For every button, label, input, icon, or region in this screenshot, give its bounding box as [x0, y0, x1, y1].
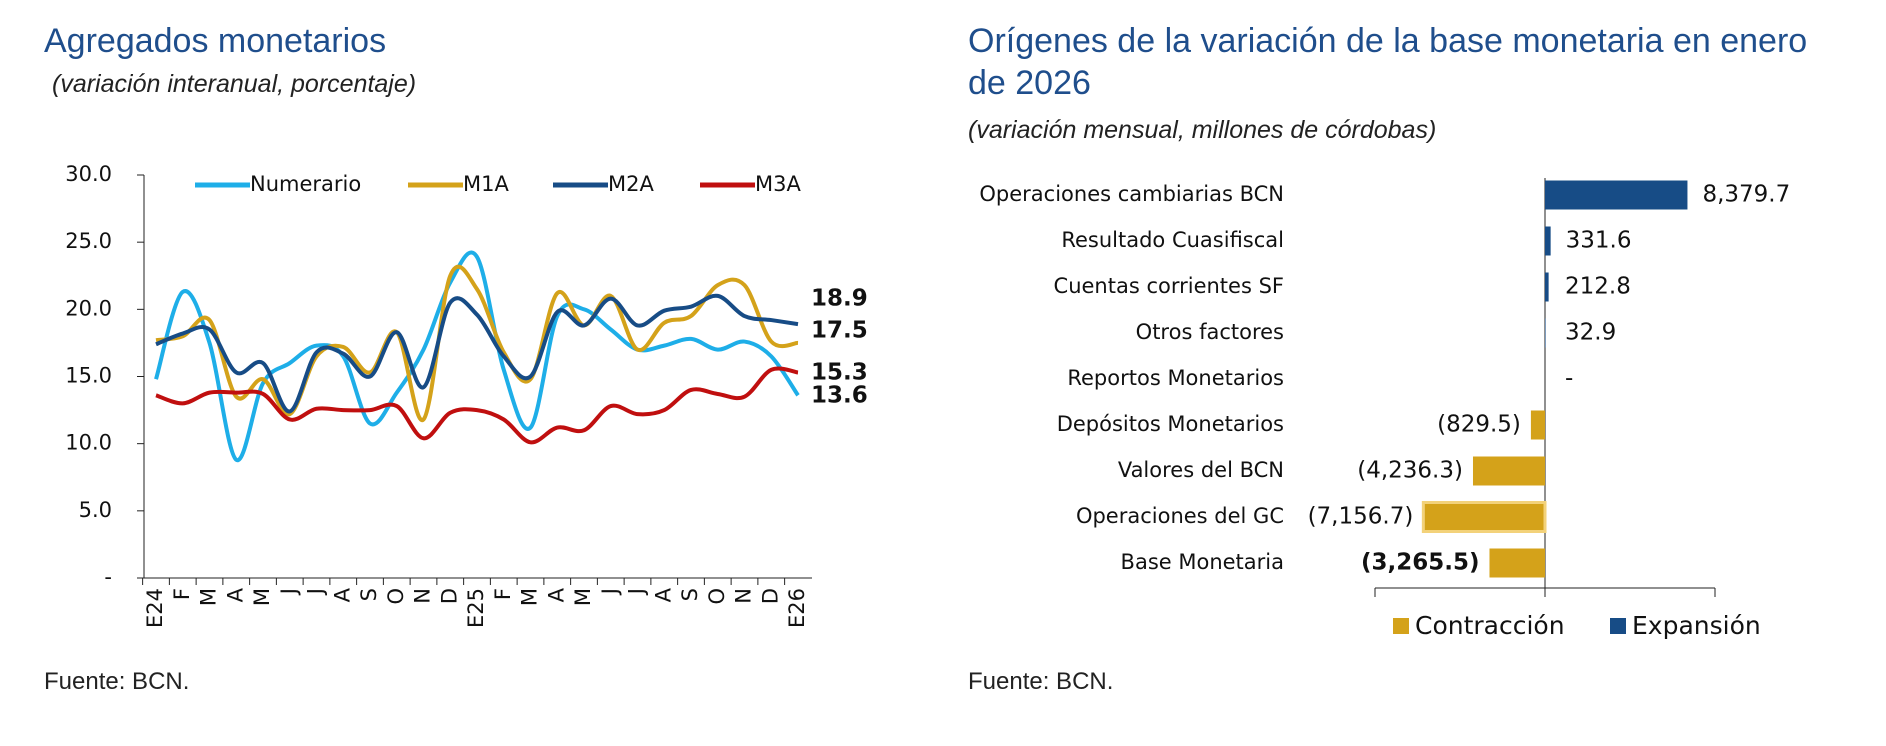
x-tick-label: S: [357, 588, 381, 601]
value-label: (4,236.3): [1357, 458, 1463, 484]
y-tick-label: 15.0: [65, 364, 112, 388]
x-tick-label: A: [330, 587, 354, 602]
legend-label: M2A: [608, 172, 654, 196]
y-tick-label: -: [104, 565, 112, 589]
category-label: Base Monetaria: [1121, 550, 1284, 574]
legend-label: M3A: [755, 172, 801, 196]
value-label: (7,156.7): [1308, 504, 1414, 530]
x-tick-label: M: [518, 588, 542, 606]
category-label: Otros factores: [1136, 320, 1284, 344]
legend-label: Expansión: [1632, 611, 1761, 640]
y-tick-label: 20.0: [65, 296, 112, 320]
chart-subtitle: (variación mensual, millones de córdobas…: [968, 116, 1437, 144]
bar: [1545, 226, 1551, 256]
bar: [1472, 456, 1545, 486]
bar: [1489, 548, 1545, 578]
x-tick-label: J: [277, 588, 301, 596]
line-series: [155, 264, 799, 422]
line-series: [155, 293, 799, 414]
x-tick-label: J: [304, 588, 328, 596]
category-label: Valores del BCN: [1118, 458, 1284, 482]
category-label: Cuentas corrientes SF: [1054, 274, 1284, 298]
x-tick-label: O: [705, 588, 729, 605]
chart-title: Agregados monetarios: [44, 22, 387, 60]
x-tick-label: A: [544, 587, 568, 602]
value-label: (3,265.5): [1361, 550, 1480, 576]
category-label: Depósitos Monetarios: [1057, 412, 1284, 436]
value-label: 8,379.7: [1702, 182, 1790, 208]
x-tick-label: E25: [464, 588, 488, 628]
x-tick-label: O: [384, 588, 408, 605]
end-value-label: 18.9: [811, 286, 868, 312]
x-tick-label: J: [598, 588, 622, 596]
y-tick-label: 5.0: [79, 498, 112, 522]
x-tick-label: F: [170, 588, 194, 600]
legend-label: Numerario: [250, 172, 361, 196]
chart-title: Orígenes de la variación de la base mone…: [968, 22, 1808, 102]
y-tick-label: 25.0: [65, 229, 112, 253]
bar: [1545, 180, 1688, 210]
x-tick-label: D: [437, 588, 461, 604]
end-value-label: 17.5: [811, 318, 868, 344]
category-label: Resultado Cuasifiscal: [1061, 228, 1284, 252]
bar: [1545, 318, 1546, 348]
bar: [1421, 501, 1547, 533]
legend-swatch: [1610, 618, 1626, 634]
x-tick-label: M: [197, 588, 221, 606]
value-label: 212.8: [1565, 274, 1631, 300]
x-tick-label: F: [491, 588, 515, 600]
line-series: [155, 366, 799, 445]
value-label: -: [1565, 366, 1573, 392]
x-tick-label: J: [625, 588, 649, 596]
line-series: [154, 250, 800, 462]
value-label: (829.5): [1437, 412, 1521, 438]
end-value-label: 15.3: [811, 360, 868, 386]
x-tick-label: E26: [785, 588, 809, 628]
chart-subtitle: (variación interanual, porcentaje): [52, 70, 417, 98]
x-tick-label: S: [678, 588, 702, 601]
x-tick-label: A: [223, 587, 247, 602]
y-tick-label: 10.0: [65, 431, 112, 455]
x-tick-label: M: [250, 588, 274, 606]
x-tick-label: D: [758, 588, 782, 604]
category-label: Operaciones cambiarias BCN: [979, 182, 1284, 206]
x-tick-label: E24: [143, 588, 167, 628]
value-label: 32.9: [1565, 320, 1616, 346]
category-label: Reportos Monetarios: [1067, 366, 1284, 390]
value-label: 331.6: [1566, 228, 1632, 254]
source: Fuente: BCN.: [44, 668, 190, 695]
x-tick-label: M: [571, 588, 595, 606]
x-tick-label: N: [732, 588, 756, 604]
legend-swatch: [1393, 618, 1409, 634]
bar: [1530, 410, 1545, 440]
category-label: Operaciones del GC: [1076, 504, 1284, 528]
y-tick-label: 30.0: [65, 162, 112, 186]
legend-label: M1A: [463, 172, 509, 196]
end-value-label: 13.6: [811, 383, 868, 409]
x-tick-label: N: [411, 588, 435, 604]
legend-label: Contracción: [1415, 611, 1565, 640]
source: Fuente: BCN.: [968, 668, 1114, 695]
x-tick-label: A: [651, 587, 675, 602]
bar: [1545, 272, 1549, 302]
